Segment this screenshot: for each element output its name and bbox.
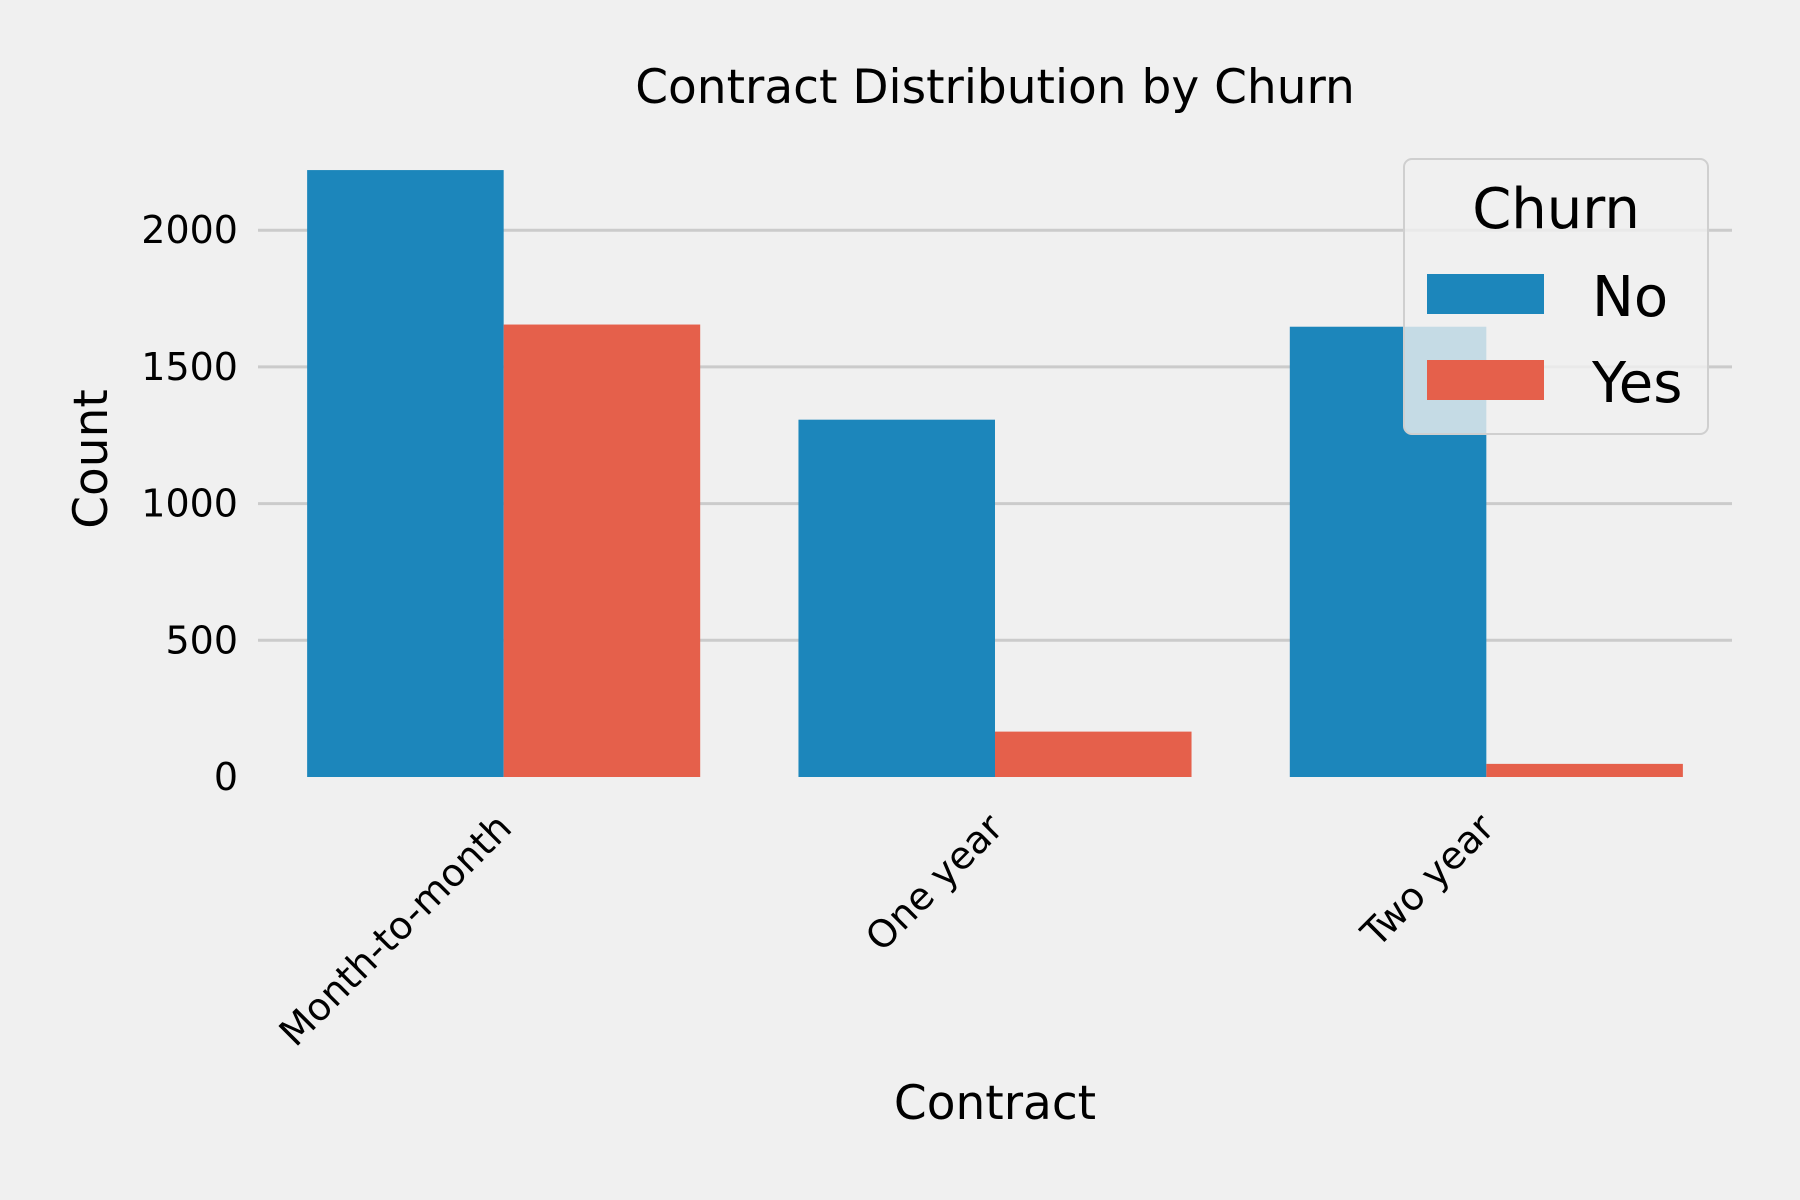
legend: Churn No Yes	[1403, 158, 1709, 435]
bar-month-to-month-yes	[503, 324, 701, 777]
y-tick-label: 500	[165, 618, 238, 662]
bar-two-year-yes	[1486, 763, 1683, 777]
y-tick-label: 0	[214, 755, 238, 799]
legend-label-yes: Yes	[1591, 351, 1682, 416]
legend-label-no: No	[1592, 265, 1668, 330]
y-tick-label: 1500	[141, 345, 238, 389]
bar-one-year-no	[798, 419, 995, 777]
legend-title: Churn	[1472, 177, 1640, 242]
y-tick-labels: 0 500 1000 1500 2000	[141, 208, 238, 799]
legend-swatch-no	[1427, 274, 1544, 314]
y-axis-label: Count	[64, 389, 119, 529]
bar-month-to-month-no	[307, 170, 504, 777]
y-tick-label: 2000	[141, 208, 238, 252]
x-axis-label: Contract	[894, 1076, 1096, 1131]
bars	[307, 170, 1683, 777]
bar-one-year-yes	[995, 731, 1192, 777]
chart-title: Contract Distribution by Churn	[635, 60, 1355, 115]
y-tick-label: 1000	[141, 482, 238, 526]
legend-swatch-yes	[1427, 360, 1544, 400]
